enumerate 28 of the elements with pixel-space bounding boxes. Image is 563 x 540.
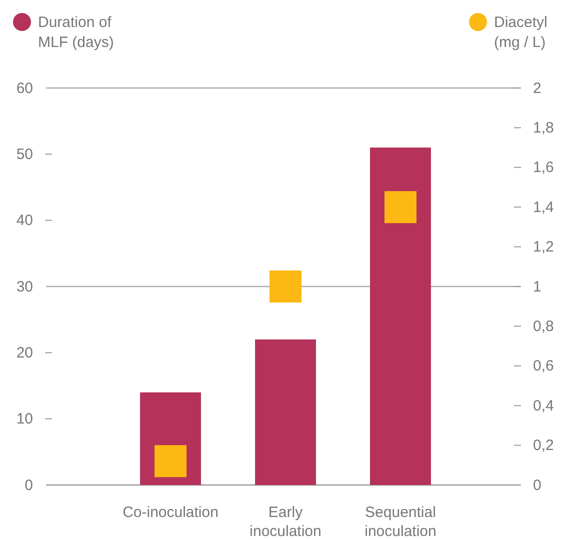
y-tick-label: 30	[16, 278, 33, 296]
y-tick-label: 40	[16, 212, 33, 230]
y-tick-label: 0	[24, 476, 33, 494]
y2-tick-label: 0,6	[533, 358, 554, 375]
bar	[370, 148, 431, 485]
y2-tick-label: 1,6	[533, 159, 554, 176]
x-tick-label: Early inoculation	[250, 504, 322, 540]
legend-label: Diacetyl (mg / L)	[494, 14, 548, 51]
y2-tick-label: 1,4	[533, 198, 554, 216]
bar	[255, 339, 316, 485]
y2-tick-label: 0,2	[533, 437, 554, 454]
point	[270, 270, 302, 302]
y2-tick-label: 1	[533, 278, 542, 296]
y2-tick-label: 0,4	[533, 397, 554, 414]
point	[384, 191, 416, 224]
y-tick-label: 10	[16, 410, 33, 428]
point	[154, 445, 187, 478]
y2-tick-label: 2	[533, 80, 542, 97]
y-tick-label: 50	[16, 146, 33, 163]
y2-tick-label: 0,8	[533, 318, 554, 335]
y2-tick-label: 0	[533, 476, 542, 494]
y-tick-label: 20	[16, 344, 33, 362]
legend-label: Duration of MLF (days)	[38, 14, 114, 51]
x-tick-label: Co-inoculation	[122, 504, 218, 521]
y2-tick-label: 1,8	[533, 120, 554, 136]
x-tick-label: Sequential inoculation	[364, 504, 436, 540]
y-tick-label: 60	[16, 80, 33, 97]
y2-tick-label: 1,2	[533, 238, 554, 256]
